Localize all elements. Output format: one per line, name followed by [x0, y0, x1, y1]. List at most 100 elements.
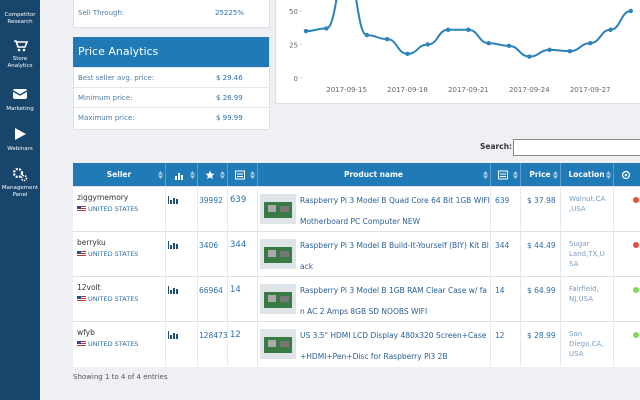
chart-icon: [168, 241, 178, 249]
cell-divider: [613, 186, 614, 231]
sidebar-item[interactable]: Store Analytics: [7, 56, 33, 69]
column-header[interactable]: [197, 163, 228, 186]
sidebar-icon: [12, 89, 28, 99]
price-row: Best seller avg. price: $ 29.46: [74, 67, 268, 88]
sold: 344: [495, 241, 510, 250]
sidebar-item[interactable]: Marketing: [6, 106, 34, 112]
cell-divider: [227, 186, 228, 231]
data-point: [324, 26, 329, 31]
sold: 14: [495, 286, 505, 295]
status-dot: [633, 332, 639, 338]
sort-arrows: [158, 171, 163, 179]
cell-divider: [165, 276, 166, 321]
data-point: [486, 40, 491, 46]
stat-value: 25225%: [215, 9, 244, 17]
flag: [77, 341, 86, 347]
price: $ 37.98: [527, 196, 556, 205]
column-header[interactable]: Price: [520, 163, 561, 186]
stats-panel: Sell Through: 25225%: [73, 0, 270, 28]
cell-divider: [490, 186, 491, 231]
thumbnail-art: [264, 337, 292, 353]
data-point: [385, 36, 390, 42]
price-label: Maximum price:: [78, 114, 135, 122]
location: Walnut,CA ,USA: [569, 195, 606, 213]
header-icon: [205, 170, 215, 179]
panel-title: Price Analytics: [78, 45, 159, 58]
sidebar-item[interactable]: Webinars: [7, 146, 33, 152]
sort-arrows: [513, 171, 518, 179]
cell-divider: [613, 231, 614, 276]
feedback: 344: [230, 240, 247, 250]
search-input[interactable]: [513, 139, 640, 156]
y-tick-label: 25: [289, 42, 298, 50]
status-dot: [633, 197, 639, 203]
chart-panel: 0 25 50 2017-09-15 2017-09-18 2017-09-21 2017-…: [275, 0, 640, 104]
x-tick-label: 2017-09-21: [448, 86, 489, 94]
column-header[interactable]: Location: [560, 163, 614, 186]
cell-divider: [257, 276, 258, 321]
feedback: 14: [230, 285, 241, 295]
flag: [77, 296, 86, 302]
column-header[interactable]: Seller: [73, 163, 166, 186]
sort-arrows: [250, 171, 255, 179]
x-tick-label: 2017-09-27: [570, 86, 611, 94]
x-tick-label: 2017-09-24: [509, 86, 550, 94]
location: Sugar Land,TX,U SA: [569, 240, 605, 268]
y-tick-label: 50: [289, 8, 298, 16]
seller-name: ziggymemory: [77, 193, 129, 202]
cell-divider: [520, 276, 521, 321]
header-icon: [498, 170, 508, 180]
feedback: 12: [230, 330, 241, 340]
product-name: Raspberry Pi 3 Model B 1GB RAM Clear Cas…: [300, 286, 487, 316]
location: Fairfield, NJ,USA: [569, 285, 599, 303]
data-point: [567, 49, 573, 54]
table-footer: Showing 1 to 4 of 4 entries: [73, 373, 168, 381]
data-point: [364, 32, 370, 38]
sidebar: Competitor Research Store Analytics Market…: [0, 0, 40, 400]
data-point: [506, 43, 512, 49]
price-value: $ 26.99: [216, 94, 243, 102]
price-value: $ 99.99: [216, 114, 243, 122]
location: San Diego,CA, USA: [569, 330, 604, 358]
sidebar-item[interactable]: Competitor Research: [4, 12, 36, 25]
column-header[interactable]: [490, 163, 521, 186]
sort-arrows: [553, 171, 558, 179]
country: UNITED STATES: [88, 205, 139, 213]
column-header[interactable]: [613, 163, 640, 186]
price: $ 64.99: [527, 286, 556, 295]
x-tick-label: 2017-09-18: [387, 86, 428, 94]
thumbnail-art: [264, 292, 292, 308]
cell-divider: [560, 186, 561, 231]
sort-arrows: [190, 171, 195, 179]
cell-divider: [165, 321, 166, 366]
data-point: [425, 42, 430, 47]
sidebar-item[interactable]: Management Panel: [1, 185, 39, 198]
cell-divider: [490, 231, 491, 276]
y-tick-label: 0: [294, 75, 298, 83]
seller-name: 12volt: [77, 283, 101, 292]
line-chart: 0 25 50 2017-09-15 2017-09-18 2017-09-21 2017-…: [289, 0, 633, 94]
data-point: [527, 54, 532, 59]
column-header[interactable]: [165, 163, 198, 186]
sales: 3406: [199, 241, 219, 250]
price-label: Minimum price:: [78, 94, 133, 102]
cell-divider: [197, 231, 198, 276]
sidebar-icon: [14, 40, 29, 52]
chart-icon: [168, 196, 178, 204]
cell-divider: [490, 321, 491, 366]
product-name: US 3.5" HDMI LCD Display 480x320 Screen+…: [300, 331, 487, 361]
table-header: [73, 163, 640, 186]
cell-divider: [560, 321, 561, 366]
search-label: Search:: [480, 142, 513, 151]
price-label: Best seller avg. price:: [78, 74, 155, 82]
cell-divider: [227, 276, 228, 321]
cell-divider: [613, 321, 614, 366]
column-header[interactable]: [227, 163, 258, 186]
sales: 66964: [199, 286, 223, 295]
column-header[interactable]: Product name: [257, 163, 491, 186]
cell-divider: [560, 276, 561, 321]
thumbnail: [260, 329, 296, 359]
price-row: Maximum price: $ 99.99: [74, 107, 268, 128]
header-icon: [235, 170, 245, 180]
seller-name: berryku: [77, 238, 106, 247]
